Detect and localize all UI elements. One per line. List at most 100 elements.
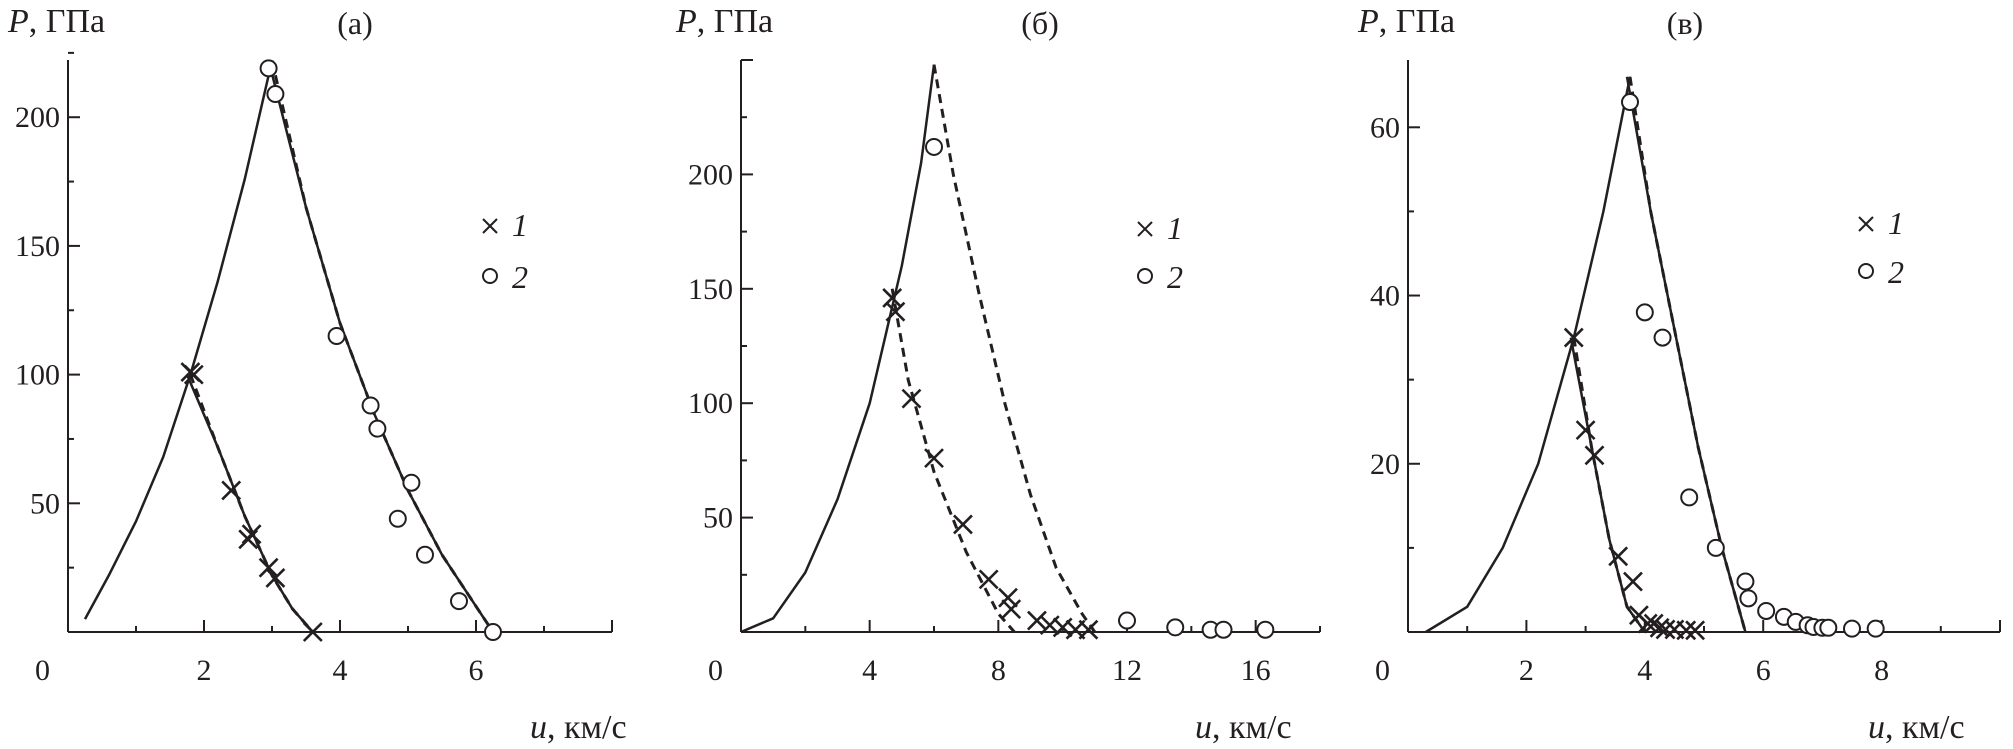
legend: 12 [1858,205,1904,290]
data-point-series-2 [1819,618,1838,637]
x-axis-title: u, км/с [1195,709,1292,746]
origin-label: 0 [1375,654,1390,687]
x-axis-var: u [530,709,547,746]
data-point-series-1 [1655,619,1676,640]
panel-label: (в) [1667,5,1703,41]
data-point-series-2 [1621,93,1639,112]
legend-label: 2 [512,259,528,295]
legend-label: 2 [1167,259,1183,295]
data-point-series-1 [953,514,973,535]
data-point-series-2 [1256,620,1275,639]
x-axis-unit: , км/с [547,709,627,746]
data-point-series-2 [1757,601,1776,620]
legend: 12 [1137,210,1183,295]
data-point-series-1 [1608,546,1629,567]
data-point-series-1 [302,622,323,642]
legend-marker-cross [1137,221,1153,237]
dashed-curve [188,374,314,633]
y-axis-title: P, ГПа [7,3,105,40]
data-point-series-1 [241,524,262,545]
data-point-series-1 [221,480,242,501]
x-axis-unit: , км/с [1212,709,1292,746]
data-point-series-1 [258,557,279,578]
y-axis-unit: , ГПа [697,3,773,40]
data-point-series-1 [1575,420,1596,441]
legend-label: 1 [1167,210,1183,246]
x-axis-var: u [1195,709,1212,746]
data-point-series-2 [1706,538,1725,557]
data-point-series-1 [1623,571,1643,592]
solid-curve [740,64,936,634]
legend-marker-cross [1858,216,1874,232]
legend: 12 [482,207,528,295]
y-tick-label: 20 [1370,448,1400,481]
x-tick-label: 12 [1112,654,1142,687]
x-tick-label: 6 [1756,654,1771,687]
y-tick-label: 200 [15,101,60,134]
origin-label: 0 [708,654,723,687]
data-point-series-1 [901,388,922,409]
data-point-series-1 [1685,620,1706,641]
data-point-series-1 [1052,617,1073,638]
y-axis-var: P [7,3,29,40]
dashed-curve [270,60,495,633]
solid-curve [1625,76,1747,633]
data-point-series-1 [1001,599,1022,620]
data-point-series-1 [1676,620,1697,641]
legend-label: 1 [512,207,528,243]
x-tick-label: 8 [1874,654,1889,687]
data-point-series-1 [183,364,204,385]
y-axis-unit: , ГПа [29,3,105,40]
dashed-curve [932,64,1097,633]
data-point-series-2 [1680,488,1699,507]
data-point-series-2 [1653,328,1672,347]
legend-label: 1 [1888,205,1904,241]
data-point-series-2 [1866,619,1885,638]
data-point-series-2 [361,396,380,415]
x-tick-label: 4 [862,654,877,687]
x-tick-label: 2 [197,654,212,687]
data-point-series-2 [388,509,407,528]
x-tick-label: 4 [333,654,348,687]
y-axis-var: P [1357,3,1379,40]
data-point-series-2 [402,473,421,492]
y-axis-unit: , ГПа [1379,3,1455,40]
y-axis-var: P [675,3,697,40]
x-axis-title: u, км/с [530,709,627,746]
y-tick-label: 50 [30,487,60,520]
y-tick-label: 150 [688,273,733,306]
x-tick-label: 8 [991,654,1006,687]
data-point-series-1 [1563,327,1584,348]
y-tick-label: 60 [1370,111,1400,144]
dashed-curve [1572,337,1647,633]
x-axis-unit: , км/с [1885,709,1965,746]
data-point-series-2 [1843,619,1861,638]
y-axis-title: P, ГПа [675,3,773,40]
panel-label: (б) [1021,5,1059,41]
panel-label: (а) [337,5,373,41]
legend-marker-circle [482,268,498,284]
data-point-series-2 [450,592,468,611]
data-point-series-2 [1214,620,1233,639]
data-point-series-2 [1118,611,1136,630]
data-point-series-1 [1637,613,1658,634]
y-tick-label: 200 [688,158,733,191]
legend-label: 2 [1888,254,1904,290]
y-tick-label: 40 [1370,280,1400,313]
x-axis-title: u, км/с [1868,709,1965,746]
solid-curve [185,374,314,633]
x-axis-var: u [1868,709,1885,746]
data-point-series-2 [266,85,285,104]
data-point-series-2 [1739,589,1758,608]
x-tick-label: 6 [469,654,484,687]
data-point-series-2 [1166,618,1185,637]
legend-marker-circle [1858,263,1874,279]
x-tick-label: 4 [1637,654,1652,687]
data-point-series-1 [265,568,286,588]
legend-marker-cross [482,218,498,234]
data-point-series-2 [259,59,278,78]
data-point-series-2 [416,545,434,564]
data-point-series-2 [484,623,502,641]
x-tick-label: 2 [1519,654,1534,687]
